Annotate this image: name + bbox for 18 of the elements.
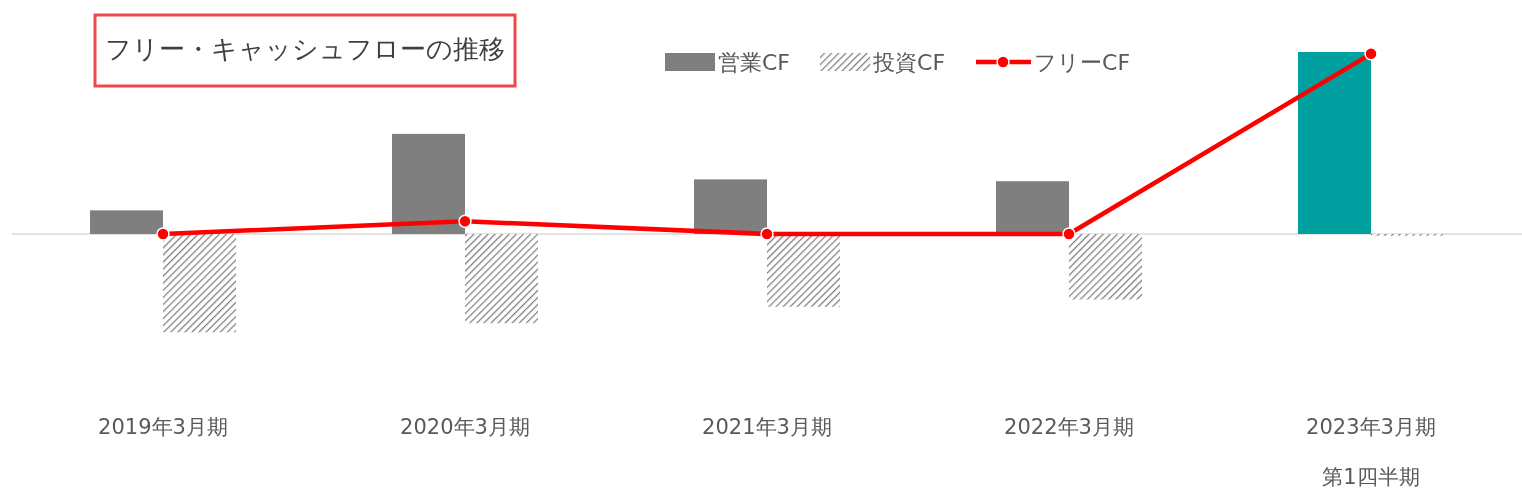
x-tick-label: 2020年3月期	[400, 415, 530, 439]
chart-title: フリー・キャッシュフローの推移	[105, 34, 505, 64]
bar	[767, 234, 840, 307]
bar	[1298, 52, 1371, 234]
bar	[392, 133, 465, 234]
bar	[90, 210, 163, 234]
legend-label: 投資CF	[872, 50, 946, 75]
bar	[1069, 234, 1142, 300]
x-tick-label: 2022年3月期	[1004, 415, 1134, 439]
bar	[694, 179, 767, 234]
bar	[163, 234, 236, 333]
bar	[996, 181, 1069, 234]
bar	[465, 234, 538, 324]
legend-label: フリーCF	[1034, 50, 1131, 75]
x-tick-label: 2021年3月期	[702, 415, 832, 439]
x-tick-label: 2019年3月期	[98, 415, 228, 439]
legend-label: 営業CF	[718, 50, 791, 75]
category-label: 2023年3月期第1四半期	[1306, 415, 1436, 489]
